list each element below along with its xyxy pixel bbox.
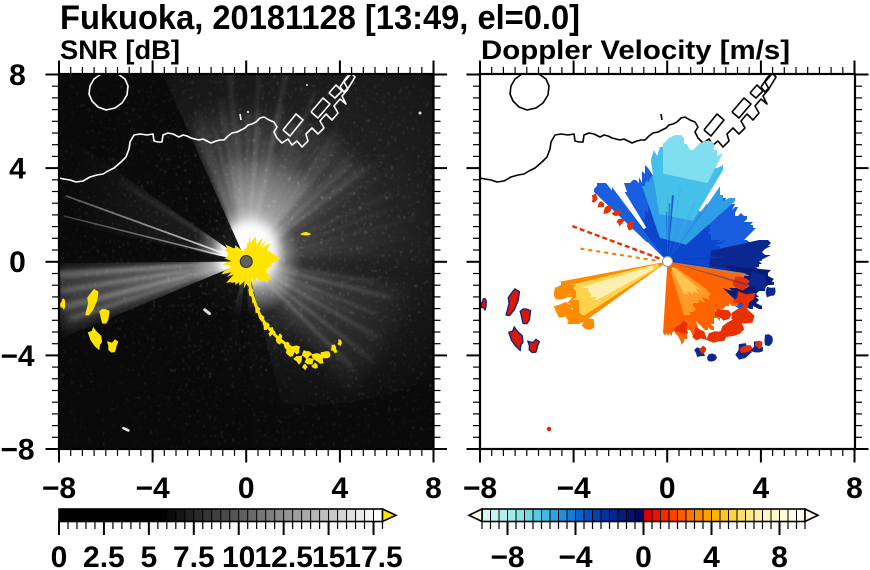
svg-text:−4: −4 <box>0 340 35 373</box>
svg-text:−8: −8 <box>490 541 524 570</box>
svg-text:2.5: 2.5 <box>83 541 125 570</box>
svg-text:8: 8 <box>9 59 26 92</box>
svg-text:15: 15 <box>312 541 345 570</box>
svg-text:−8: −8 <box>463 472 497 505</box>
svg-text:10: 10 <box>222 541 255 570</box>
svg-text:5: 5 <box>141 541 158 570</box>
svg-text:SNR [dB]: SNR [dB] <box>60 35 180 65</box>
svg-text:0: 0 <box>659 472 676 505</box>
svg-text:4: 4 <box>753 472 770 505</box>
svg-text:−4: −4 <box>135 472 170 505</box>
svg-text:−8: −8 <box>0 434 34 467</box>
svg-text:4: 4 <box>9 153 26 186</box>
svg-text:Doppler Velocity [m/s]: Doppler Velocity [m/s] <box>481 35 790 65</box>
svg-text:7.5: 7.5 <box>173 541 215 570</box>
svg-text:Fukuoka, 20181128 [13:49, el=0: Fukuoka, 20181128 [13:49, el=0.0] <box>60 0 580 37</box>
svg-text:8: 8 <box>425 472 442 505</box>
svg-text:−8: −8 <box>42 472 76 505</box>
svg-text:4: 4 <box>703 541 720 570</box>
svg-text:17.5: 17.5 <box>344 541 402 570</box>
svg-text:−4: −4 <box>558 541 593 570</box>
svg-text:0: 0 <box>238 472 255 505</box>
svg-text:12.5: 12.5 <box>255 541 313 570</box>
svg-text:−4: −4 <box>556 472 591 505</box>
svg-text:4: 4 <box>332 472 349 505</box>
svg-text:8: 8 <box>846 472 863 505</box>
svg-text:0: 0 <box>635 541 652 570</box>
svg-text:8: 8 <box>771 541 788 570</box>
svg-text:0: 0 <box>51 541 68 570</box>
svg-text:0: 0 <box>9 246 26 279</box>
